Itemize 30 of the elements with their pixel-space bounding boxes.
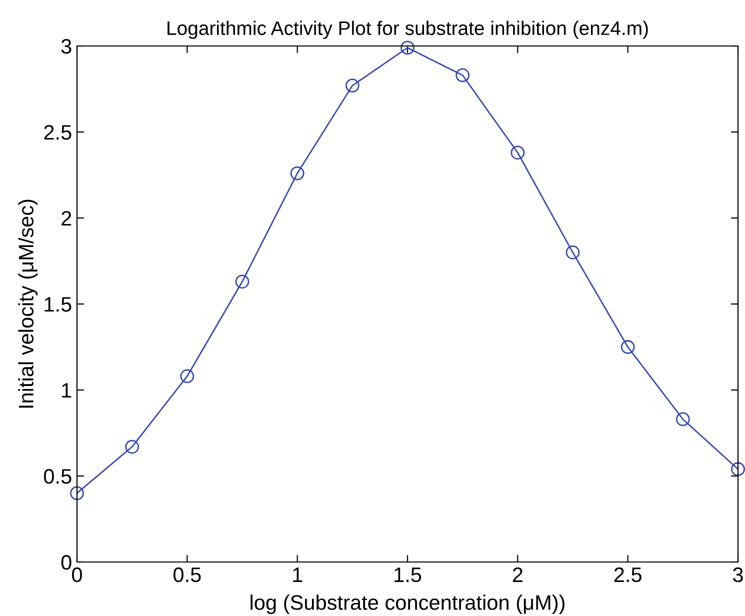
chart-title: Logarithmic Activity Plot for substrate inhibition (enz4.m): [168, 20, 648, 39]
x-tick-label: 0.5: [174, 567, 201, 582]
x-tick-label: 2: [512, 567, 522, 582]
point: [345, 78, 360, 93]
point: [620, 340, 635, 354]
point: [290, 166, 304, 180]
y-axis-title: Initial velocity (μM/sec): [18, 200, 38, 408]
y-tick-label: 0: [61, 555, 72, 570]
point: [70, 486, 84, 500]
point: [676, 412, 690, 426]
point: [510, 146, 525, 160]
point: [400, 40, 414, 55]
point: [235, 274, 250, 289]
y-tick-label: 1: [62, 383, 72, 398]
y-tick-label: 0.5: [44, 469, 72, 484]
point: [125, 440, 140, 454]
x-tick-label: 2.5: [614, 567, 642, 582]
y-tick-label: 3: [61, 39, 72, 54]
y-tick-label: 2.5: [44, 125, 72, 140]
y-tick-label: 2: [62, 211, 72, 226]
x-axis-title: log (Substrate concentration (μM)): [250, 594, 564, 614]
x-tick-label: 3: [733, 567, 743, 582]
point: [566, 245, 580, 260]
y-tick-label: 1.5: [44, 297, 72, 312]
x-tick-label: 1.5: [394, 568, 422, 582]
x-tick-label: 1: [293, 568, 302, 582]
point: [456, 68, 470, 82]
point: [180, 369, 194, 384]
x-tick-label: 0: [72, 567, 82, 582]
point: [731, 462, 745, 476]
